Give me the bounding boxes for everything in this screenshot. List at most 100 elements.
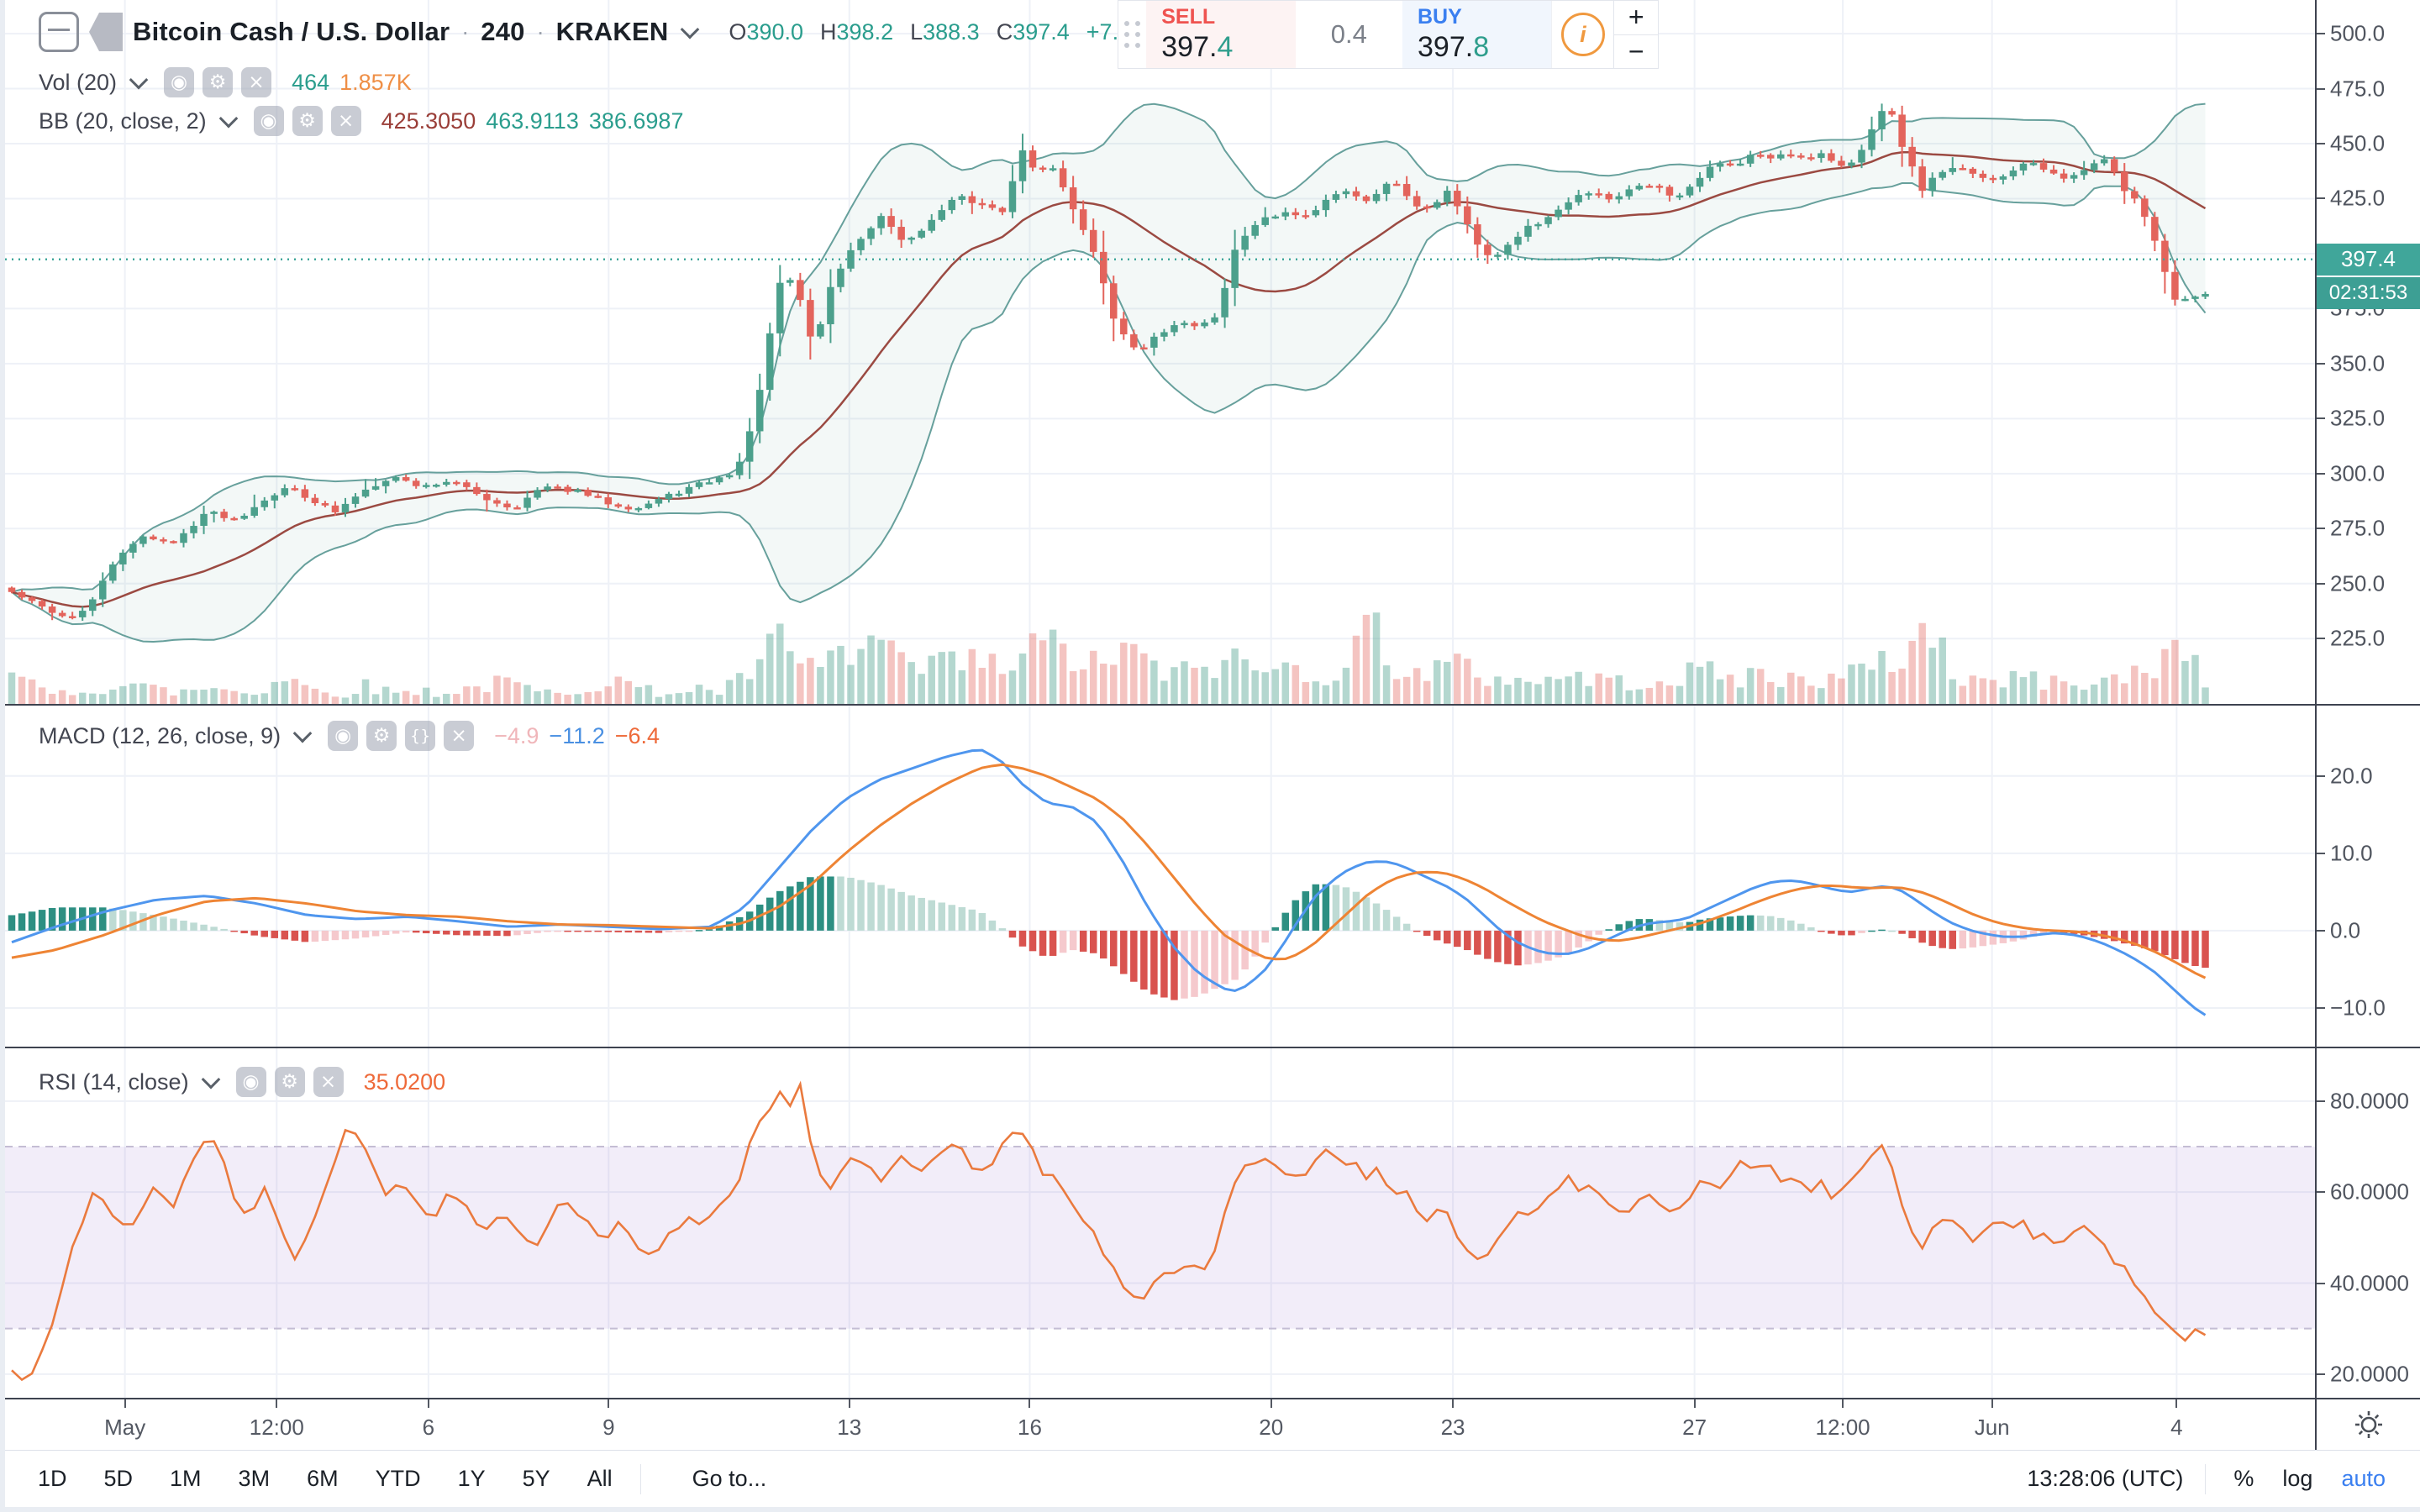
gear-sun-icon [2354,1411,2382,1438]
clock-button[interactable]: 13:28:06 (UTC) [2027,1466,2184,1491]
visibility-icon[interactable]: ◉ [253,106,284,136]
pane-separator[interactable] [0,704,2420,706]
range-5d[interactable]: 5D [103,1466,134,1491]
range-6m[interactable]: 6M [307,1466,339,1491]
time-axis-settings[interactable] [2317,1399,2420,1450]
volume-indicator-label[interactable]: Vol (20) [39,69,118,95]
rsi-pane[interactable] [5,1048,2315,1398]
auto-scale-button[interactable]: auto [2341,1466,2386,1491]
rsi-scale-label: 20.0000 [2330,1361,2409,1387]
axis-tick [2317,774,2325,777]
toolbar-right: 13:28:06 (UTC) % log auto [2012,1459,2420,1499]
axis-tick [2317,362,2325,365]
time-label: 6 [422,1415,435,1440]
exchange-value[interactable]: KRAKEN [555,17,669,46]
settings-icon[interactable]: ⚙ [274,1067,305,1097]
pane-separator[interactable] [0,1047,2420,1048]
high-key: H [820,18,837,45]
macd-scale-label: 0.0 [2330,917,2361,943]
time-label: 12:00 [1815,1415,1870,1440]
range-1m[interactable]: 1M [170,1466,202,1491]
rsi-scale-label: 60.0000 [2330,1179,2409,1205]
low-key: L [910,18,923,45]
settings-icon[interactable]: ⚙ [366,721,397,751]
rsi-scale-label: 80.0000 [2330,1088,2409,1114]
percent-scale-button[interactable]: % [2233,1466,2254,1491]
range-5y[interactable]: 5Y [522,1466,550,1491]
chevron-down-icon[interactable] [292,723,313,743]
buy-price: 397. [1418,31,1474,63]
volume-legend: Vol (20) ◉ ⚙ × 464 1.857K [39,67,412,97]
range-all[interactable]: All [587,1466,613,1491]
macd-line-value: −11.2 [549,722,605,748]
price-scale[interactable]: 500.0475.0450.0425.0375.0350.0325.0300.0… [2317,0,2420,1450]
axis-tick [427,1399,429,1408]
buy-button[interactable]: BUY 397.8 [1402,1,1552,68]
drag-handle[interactable] [1118,1,1146,68]
remove-icon[interactable]: × [330,106,361,136]
goto-button[interactable]: Go to... [692,1466,767,1491]
buy-label: BUY [1418,5,1462,29]
sell-button[interactable]: SELL 397.4 [1146,1,1296,68]
settings-icon[interactable]: ⚙ [292,106,323,136]
bb-indicator-label[interactable]: BB (20, close, 2) [39,108,207,134]
rsi-indicator-label[interactable]: RSI (14, close) [39,1068,189,1095]
chevron-down-icon[interactable] [129,70,149,90]
collapse-pane-button[interactable] [39,12,79,52]
remove-icon[interactable]: × [313,1067,344,1097]
rsi-value: 35.0200 [363,1068,446,1095]
visibility-icon[interactable]: ◉ [235,1067,266,1097]
axis-tick [124,1399,126,1408]
axis-tick [2317,638,2325,640]
buy-price-last: 8 [1473,31,1490,63]
chevron-down-icon[interactable] [201,1069,220,1089]
time-label: 27 [1682,1415,1707,1440]
axis-tick [2317,582,2325,585]
visibility-icon[interactable]: ◉ [164,67,195,97]
axis-tick [1991,1399,1993,1408]
axis-tick [276,1399,278,1408]
rsi-chart[interactable] [5,1048,2315,1398]
source-code-icon[interactable]: {} [405,721,436,751]
sell-price: 397. [1161,31,1218,63]
range-1y[interactable]: 1Y [457,1466,486,1491]
range-3m[interactable]: 3M [238,1466,271,1491]
visibility-icon[interactable]: ◉ [328,721,359,751]
symbol-title[interactable]: Bitcoin Cash / U.S. Dollar [133,17,450,46]
time-label: 16 [1017,1415,1042,1440]
remove-icon[interactable]: × [444,721,475,751]
main-chart[interactable] [5,0,2315,704]
spread-value: 0.4 [1295,1,1402,68]
macd-chart[interactable] [5,706,2315,1047]
quantity-increase-button[interactable]: + [1614,1,1658,35]
axis-tick [2317,929,2325,932]
settings-icon[interactable]: ⚙ [203,67,234,97]
range-ytd[interactable]: YTD [375,1466,421,1491]
interval-value[interactable]: 240 [481,17,525,46]
chevron-down-icon[interactable] [681,19,700,39]
macd-indicator-label[interactable]: MACD (12, 26, close, 9) [39,722,281,748]
separator: · [536,18,544,45]
axis-tick [2317,197,2325,200]
price-label: 350.0 [2330,350,2386,376]
time-label: 12:00 [249,1415,304,1440]
time-axis[interactable]: May 12:00 6 9 13 16 20 23 27 12:00 Jun 4 [5,1399,2315,1450]
separator: · [461,18,470,45]
chevron-down-icon[interactable] [218,108,238,129]
axis-tick [2317,1006,2325,1009]
rsi-legend: RSI (14, close) ◉ ⚙ × 35.0200 [39,1067,445,1097]
price-pane[interactable] [5,0,2315,704]
remove-icon[interactable]: × [241,67,272,97]
macd-pane[interactable] [5,706,2315,1047]
order-info-button[interactable]: i [1551,1,1613,68]
axis-tick [2175,1399,2178,1408]
time-label: 20 [1259,1415,1284,1440]
high-value: 398.2 [836,18,894,45]
range-1d[interactable]: 1D [38,1466,67,1491]
axis-tick [2317,1373,2325,1375]
log-scale-button[interactable]: log [2282,1466,2313,1491]
axis-tick [2317,33,2325,35]
axis-tick [2317,1100,2325,1102]
quantity-decrease-button[interactable]: − [1628,35,1644,66]
axis-tick [2317,87,2325,90]
